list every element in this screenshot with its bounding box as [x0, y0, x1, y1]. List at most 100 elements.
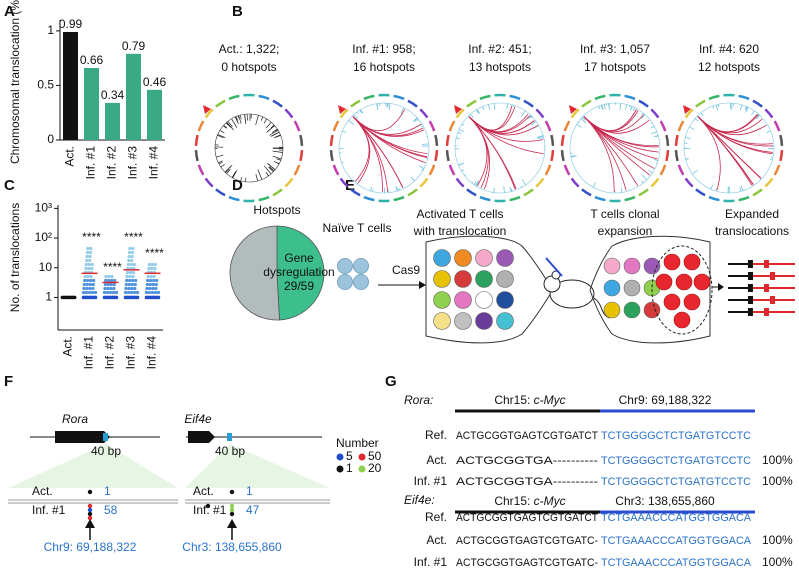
- circos-spike: [240, 177, 242, 182]
- pie-annotation: dysregulation: [263, 265, 334, 279]
- clone-cell: [603, 279, 621, 297]
- naive-cell: [337, 274, 353, 290]
- legend-title: Number: [336, 436, 379, 450]
- circos-title: Inf. #3: 1,057: [580, 42, 650, 56]
- read-dot: [87, 515, 93, 521]
- locus: [748, 272, 753, 280]
- circos-spike: [218, 160, 223, 164]
- pie-slice: [229, 225, 280, 321]
- dot: [107, 278, 111, 283]
- data-label: 0.46: [143, 75, 167, 89]
- circos-title: Inf. #2: 451;: [468, 42, 531, 56]
- dot: [131, 278, 135, 283]
- circos-spike: [476, 109, 480, 114]
- circos-chromosome: [665, 150, 670, 162]
- read-dot: [229, 503, 235, 509]
- chr-right-label: Chr9: 69,188,322: [619, 393, 712, 407]
- activated-cell: [496, 291, 514, 309]
- circos-chromosome: [624, 195, 636, 202]
- gene-body: [188, 431, 215, 443]
- circos-spike: [641, 174, 648, 181]
- dot: [85, 282, 89, 287]
- window-size: 40 bp: [91, 444, 121, 458]
- activated-cell: [454, 270, 472, 288]
- circos-chromosome: [363, 195, 375, 202]
- circos-chromosome: [455, 108, 465, 119]
- clone-cell: [623, 279, 641, 297]
- y-tick-label: 10³: [35, 201, 52, 215]
- circos-spike: [275, 129, 278, 132]
- junction: TCTGGGGCTCTGATGTCCTC: [601, 430, 751, 442]
- zoom-shade: [8, 444, 178, 488]
- circos-spike: [267, 162, 276, 170]
- dot: [130, 250, 135, 255]
- circos-chromosome: [581, 99, 592, 108]
- circos-spike: [376, 103, 379, 110]
- gene-body: [55, 431, 110, 443]
- chr-left-label: Chr15: c-Myc: [494, 494, 565, 508]
- dot: [150, 290, 155, 295]
- circos-spike: [476, 181, 480, 187]
- clone-cell: [643, 301, 661, 319]
- circos-spike: [277, 162, 280, 164]
- circos-spike: [685, 158, 689, 160]
- circos-spike: [717, 104, 720, 108]
- circos-chromosome: [773, 164, 781, 176]
- pie-annotation: 29/59: [284, 279, 314, 293]
- dot: [84, 262, 88, 267]
- circos-chromosome: [544, 164, 552, 176]
- breakpoint: Chr3: 138,655,860: [182, 540, 282, 554]
- circos-chromosome: [215, 99, 226, 108]
- dot: [133, 286, 137, 291]
- gene-name: Rora: [62, 412, 88, 426]
- percent: 100%: [762, 453, 793, 467]
- circos-chromosome: [523, 188, 534, 197]
- circos-chromosome: [194, 134, 199, 146]
- dot: [87, 266, 91, 271]
- circos-spike: [650, 125, 655, 129]
- circos-spike: [601, 104, 604, 111]
- circos-spike: [592, 182, 596, 188]
- circos-spike: [769, 158, 773, 161]
- hotspot-marker: [454, 105, 462, 114]
- clone-pool: [589, 235, 711, 344]
- circos-spike: [272, 150, 283, 153]
- legend-label: 1: [346, 461, 353, 475]
- dot: [88, 282, 92, 287]
- circos-chromosome: [695, 188, 706, 197]
- circos-spike: [640, 114, 646, 120]
- activated-cell: [475, 291, 493, 309]
- circos-chromosome: [594, 195, 606, 202]
- circos-spike: [577, 121, 580, 124]
- dot: [134, 278, 138, 283]
- read-dot: [229, 511, 235, 517]
- circos-chromosome: [445, 150, 450, 162]
- activated-cell: [475, 249, 493, 267]
- circos-spike: [219, 130, 225, 134]
- dot: [148, 286, 152, 291]
- circos-spike: [570, 155, 576, 157]
- count: 58: [104, 503, 118, 517]
- dot: [103, 282, 107, 287]
- circos-spike: [266, 173, 269, 177]
- arrow-head: [419, 281, 426, 289]
- circos-spike: [487, 104, 491, 110]
- dot: [114, 295, 119, 300]
- junction: TCTGAAACCCATGGTGGACA: [601, 557, 752, 569]
- circos-spike: [270, 124, 275, 129]
- circos-chromosome: [650, 177, 660, 188]
- circos-spike: [580, 118, 587, 124]
- circos-link: [468, 113, 529, 133]
- read-dot: [87, 503, 93, 509]
- circos-spike: [493, 187, 495, 193]
- dot: [154, 286, 158, 291]
- circos-spike: [217, 134, 226, 138]
- junction: TCTGAAACCCATGGTGGACA: [601, 512, 752, 524]
- circos-spike: [739, 104, 743, 111]
- dot: [126, 262, 130, 267]
- circos-chromosome: [339, 177, 349, 188]
- circos-chromosome: [258, 195, 270, 202]
- dot: [86, 274, 90, 279]
- circos-chromosome: [779, 150, 784, 162]
- dot: [133, 282, 137, 287]
